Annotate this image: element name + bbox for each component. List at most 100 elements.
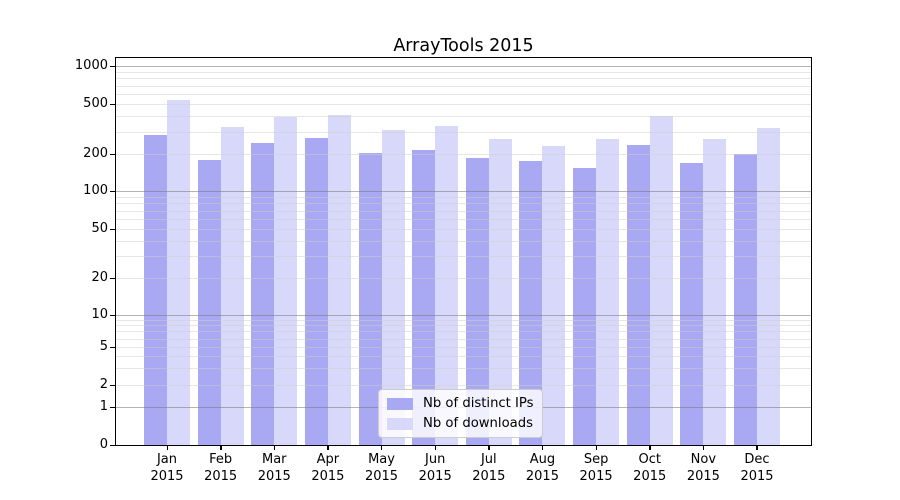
bar-downloads-sep — [596, 138, 620, 445]
gridline-700 — [116, 85, 811, 87]
bar-distinct-ips-mar — [251, 142, 275, 445]
bar-downloads-dec — [756, 127, 780, 445]
bar-downloads-apr — [327, 114, 351, 445]
gridline-9 — [116, 319, 811, 321]
y-tick-mark — [110, 406, 115, 408]
y-tick-mark — [110, 65, 115, 67]
gridline-400 — [116, 116, 811, 118]
y-tick-label-5: 5 — [99, 339, 108, 354]
gridline-8 — [116, 325, 811, 327]
x-tick-label-aug: Aug 2015 — [525, 452, 559, 484]
y-tick-mark — [110, 277, 115, 279]
gridline-5 — [116, 347, 811, 348]
bar-distinct-ips-jan — [144, 134, 167, 445]
bar-distinct-ips-sep — [573, 167, 597, 445]
x-tick-label-mar: Mar 2015 — [257, 452, 291, 484]
bar-downloads-aug — [542, 146, 566, 445]
y-tick-label-200: 200 — [83, 146, 108, 161]
gridline-70 — [116, 210, 811, 212]
y-tick-label-100: 100 — [83, 183, 108, 198]
gridline-300 — [116, 131, 811, 133]
x-tick-mark — [327, 446, 329, 450]
bar-downloads-jun — [435, 125, 459, 445]
y-tick-mark — [110, 314, 115, 316]
x-tick-mark — [756, 446, 758, 450]
x-tick-mark — [273, 446, 276, 450]
y-tick-label-2: 2 — [99, 377, 108, 392]
legend-swatch-downloads — [387, 417, 413, 430]
gridline-6 — [116, 338, 811, 340]
gridline-100 — [116, 191, 811, 192]
x-tick-mark — [220, 446, 222, 450]
x-tick-mark — [702, 446, 705, 450]
gridline-30 — [116, 256, 811, 258]
x-tick-mark — [434, 446, 437, 450]
legend-item-downloads: Nb of downloads — [387, 416, 535, 431]
x-tick-mark — [166, 446, 168, 450]
x-tick-label-oct: Oct 2015 — [633, 452, 667, 484]
gridline-600 — [116, 94, 811, 95]
y-tick-label-50: 50 — [91, 221, 108, 236]
legend-item-distinct-ips: Nb of distinct IPs — [387, 396, 535, 411]
legend-label-downloads: Nb of downloads — [423, 416, 533, 431]
y-tick-label-20: 20 — [91, 270, 108, 285]
x-tick-label-jan: Jan 2015 — [150, 452, 184, 484]
gridline-4 — [116, 356, 811, 358]
x-tick-mark — [649, 446, 651, 450]
x-tick-label-nov: Nov 2015 — [686, 452, 720, 484]
y-tick-mark — [110, 384, 115, 386]
bar-distinct-ips-nov — [680, 162, 704, 445]
bar-downloads-nov — [703, 138, 727, 445]
y-tick-mark — [110, 228, 115, 230]
gridline-800 — [116, 78, 811, 80]
y-tick-label-1: 1 — [99, 399, 108, 414]
x-tick-label-jul: Jul 2015 — [472, 452, 506, 484]
x-tick-label-apr: Apr 2015 — [311, 452, 345, 484]
bar-downloads-oct — [649, 116, 673, 445]
gridline-3 — [116, 368, 811, 370]
y-tick-mark — [110, 103, 115, 105]
gridline-20 — [116, 278, 811, 279]
x-tick-mark — [381, 446, 383, 450]
x-tick-label-may: May 2015 — [364, 452, 399, 484]
legend-swatch-distinct-ips — [387, 397, 413, 410]
x-tick-label-dec: Dec 2015 — [740, 452, 774, 484]
bar-distinct-ips-aug — [519, 161, 543, 445]
x-tick-label-jun: Jun 2015 — [418, 452, 452, 484]
gridline-500 — [116, 104, 811, 105]
bar-distinct-ips-apr — [304, 137, 328, 445]
y-tick-mark — [110, 346, 115, 348]
y-tick-label-0: 0 — [99, 437, 108, 452]
bar-downloads-feb — [220, 126, 244, 445]
bar-distinct-ips-oct — [626, 145, 650, 445]
x-tick-label-sep: Sep 2015 — [579, 452, 613, 484]
gridline-2 — [116, 385, 811, 386]
bar-distinct-ips-dec — [733, 154, 757, 445]
y-tick-mark — [110, 153, 115, 155]
y-tick-mark — [110, 444, 115, 446]
x-tick-label-feb: Feb 2015 — [204, 452, 238, 484]
gridline-40 — [116, 240, 811, 242]
gridline-1000 — [116, 66, 811, 67]
bar-downloads-may — [381, 130, 405, 445]
bar-downloads-jan — [167, 99, 190, 445]
y-tick-mark — [110, 190, 115, 192]
grid-layer — [116, 58, 811, 445]
bar-distinct-ips-jun — [412, 150, 436, 445]
bar-downloads-mar — [274, 116, 298, 445]
y-tick-label-10: 10 — [91, 307, 108, 322]
gridline-900 — [116, 71, 811, 73]
y-tick-label-1000: 1000 — [74, 58, 108, 73]
gridline-60 — [116, 219, 811, 220]
gridline-10 — [116, 315, 811, 316]
gridline-50 — [116, 229, 811, 230]
legend-label-distinct-ips: Nb of distinct IPs — [423, 396, 534, 411]
y-tick-label-500: 500 — [83, 96, 108, 111]
gridline-90 — [116, 196, 811, 198]
chart-title: ArrayTools 2015 — [393, 36, 534, 56]
bar-distinct-ips-feb — [197, 159, 221, 445]
gridline-200 — [116, 154, 811, 155]
x-tick-mark — [595, 446, 597, 450]
legend: Nb of distinct IPs Nb of downloads — [378, 389, 543, 438]
